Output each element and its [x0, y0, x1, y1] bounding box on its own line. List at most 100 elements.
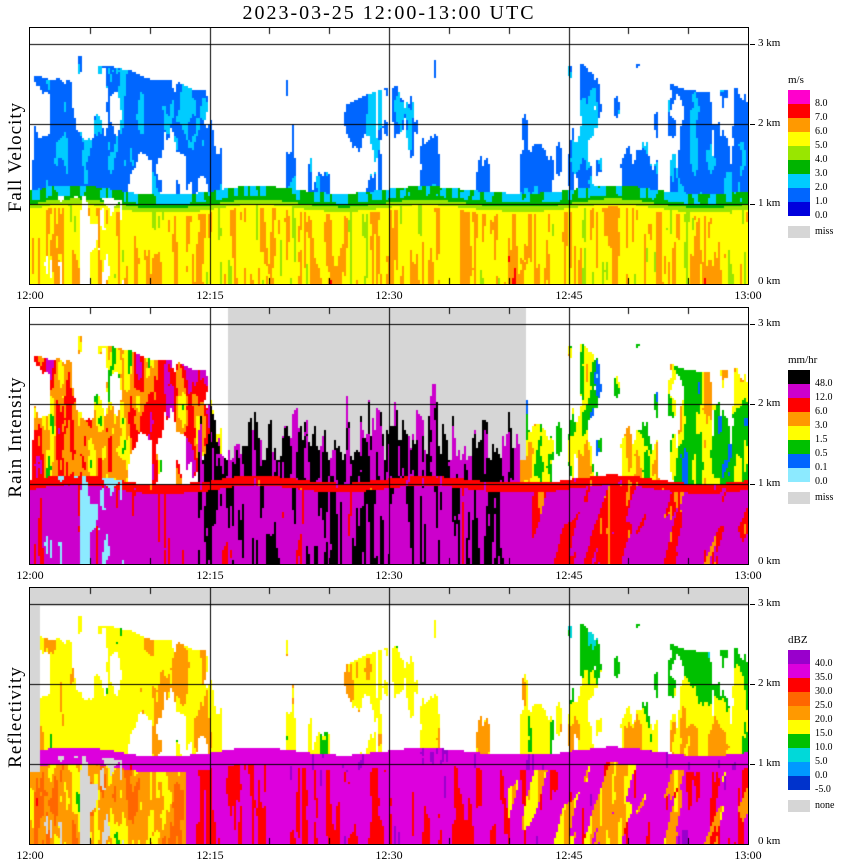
colorbar-swatch [788, 762, 810, 776]
plot-area-reflectivity [29, 587, 749, 845]
time-tick-label: 12:30 [375, 568, 403, 582]
colorbar-tick-label: 3.0 [815, 168, 828, 179]
colorbar-swatch [788, 412, 810, 426]
time-tick-label: 12:00 [16, 848, 44, 862]
colorbar-tick-label: 5.0 [815, 756, 828, 767]
colorbar-tick-label: 0.1 [815, 462, 828, 473]
colorbar-tick-label: 0.0 [815, 770, 828, 781]
colorbar-swatch [788, 650, 810, 664]
heatmap-canvas-rain-intensity [30, 308, 748, 564]
height-tick-mark [750, 484, 755, 485]
missing-data-swatch [788, 226, 810, 238]
plot-area-fall-velocity [29, 27, 749, 285]
colorbar-tick-label: 4.0 [815, 154, 828, 165]
colorbar-swatch [788, 90, 810, 104]
colorbar-swatch [788, 188, 810, 202]
colorbar-swatches [788, 650, 810, 790]
height-tick-mark [750, 204, 755, 205]
height-tick-label: 2 km [758, 117, 781, 129]
height-tick-label: 0 km [758, 555, 781, 567]
colorbar-swatch [788, 118, 810, 132]
colorbar-tick-label: -5.0 [815, 784, 831, 795]
time-tick-label: 13:00 [734, 568, 762, 582]
colorbar-tick-label: 2.0 [815, 182, 828, 193]
height-tick-label: 3 km [758, 597, 781, 609]
colorbar-swatch [788, 426, 810, 440]
heatmap-canvas-fall-velocity [30, 28, 748, 284]
height-tick-mark [750, 324, 755, 325]
colorbar-swatch [788, 776, 810, 790]
colorbar-tick-label: 40.0 [815, 658, 833, 669]
colorbar-tick-label: 8.0 [815, 98, 828, 109]
colorbar-tick-label: 6.0 [815, 406, 828, 417]
height-tick-mark [750, 604, 755, 605]
plot-area-rain-intensity [29, 307, 749, 565]
height-tick-mark [750, 124, 755, 125]
height-tick-mark [750, 404, 755, 405]
time-tick-label: 12:45 [555, 288, 583, 302]
colorbar-swatch [788, 104, 810, 118]
colorbar-swatch [788, 748, 810, 762]
height-tick-label: 2 km [758, 397, 781, 409]
time-tick-label: 12:45 [555, 568, 583, 582]
missing-data-swatch [788, 800, 810, 812]
colorbar-tick-label: 30.0 [815, 686, 833, 697]
colorbar-tick-label: 7.0 [815, 112, 828, 123]
colorbar-tick-label: 25.0 [815, 700, 833, 711]
colorbar-swatch [788, 734, 810, 748]
height-tick-label: 0 km [758, 275, 781, 287]
colorbar-tick-label: 10.0 [815, 742, 833, 753]
time-tick-label: 12:30 [375, 848, 403, 862]
height-tick-label: 1 km [758, 197, 781, 209]
missing-data-label: miss [815, 492, 834, 503]
time-tick-label: 13:00 [734, 848, 762, 862]
y-axis-label-reflectivity: Reflectivity [5, 666, 26, 768]
colorbar-tick-label: 5.0 [815, 140, 828, 151]
colorbar-tick-label: 0.0 [815, 210, 828, 221]
time-tick-label: 12:15 [196, 568, 224, 582]
height-tick-label: 1 km [758, 477, 781, 489]
colorbar-tick-label: 12.0 [815, 392, 833, 403]
colorbar-swatch [788, 678, 810, 692]
colorbar-tick-label: 15.0 [815, 728, 833, 739]
height-tick-label: 2 km [758, 677, 781, 689]
panel-rain-intensity: Rain Intensity 0 km 1 km 2 km 3 km 12:00 12:… [0, 307, 850, 592]
colorbar-swatch [788, 132, 810, 146]
height-tick-mark [750, 684, 755, 685]
time-tick-label: 12:15 [196, 848, 224, 862]
colorbar-swatch [788, 160, 810, 174]
missing-data-swatch [788, 492, 810, 504]
height-tick-label: 3 km [758, 37, 781, 49]
colorbar-swatch [788, 692, 810, 706]
colorbar-tick-label: 35.0 [815, 672, 833, 683]
panel-reflectivity: Reflectivity 0 km 1 km 2 km 3 km 12:00 12:15… [0, 587, 850, 868]
colorbar-swatch [788, 398, 810, 412]
colorbar-tick-label: 6.0 [815, 126, 828, 137]
time-tick-label: 12:30 [375, 288, 403, 302]
colorbar-swatches [788, 90, 810, 216]
colorbar-unit-label: m/s [788, 74, 804, 86]
y-axis-label-rain-intensity: Rain Intensity [5, 376, 26, 498]
colorbar-swatch [788, 370, 810, 384]
colorbar-tick-label: 1.0 [815, 196, 828, 207]
time-tick-label: 12:45 [555, 848, 583, 862]
colorbar-swatch [788, 454, 810, 468]
height-tick-label: 3 km [758, 317, 781, 329]
height-tick-label: 0 km [758, 835, 781, 847]
heatmap-canvas-reflectivity [30, 588, 748, 844]
colorbar-tick-label: 0.5 [815, 448, 828, 459]
colorbar-unit-label: dBZ [788, 634, 808, 646]
time-tick-label: 12:00 [16, 568, 44, 582]
height-tick-label: 1 km [758, 757, 781, 769]
missing-data-label: miss [815, 226, 834, 237]
time-tick-label: 13:00 [734, 288, 762, 302]
chart-title: 2023-03-25 12:00-13:00 UTC [242, 2, 536, 24]
colorbar-tick-label: 20.0 [815, 714, 833, 725]
time-tick-label: 12:15 [196, 288, 224, 302]
colorbar-swatch [788, 468, 810, 482]
colorbar-tick-label: 3.0 [815, 420, 828, 431]
colorbar-swatches [788, 370, 810, 482]
colorbar-tick-label: 0.0 [815, 476, 828, 487]
colorbar-swatch [788, 146, 810, 160]
